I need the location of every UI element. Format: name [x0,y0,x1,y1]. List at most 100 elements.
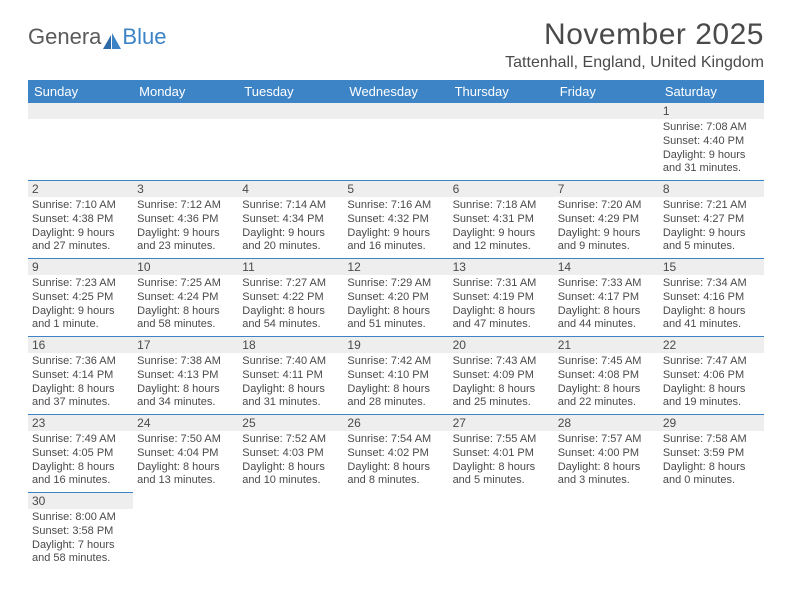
daylight-text: and 27 minutes. [32,240,129,254]
sunrise-text: Sunrise: 7:36 AM [32,355,129,369]
sunset-text: Sunset: 4:40 PM [663,135,760,149]
day-number: 14 [554,259,659,275]
calendar-cell: 26Sunrise: 7:54 AMSunset: 4:02 PMDayligh… [343,415,448,493]
daylight-text: Daylight: 8 hours [137,383,234,397]
day-number: 30 [28,493,133,509]
daylight-text: and 51 minutes. [347,318,444,332]
day-number: 7 [554,181,659,197]
sunrise-text: Sunrise: 7:42 AM [347,355,444,369]
sunset-text: Sunset: 4:03 PM [242,447,339,461]
calendar-week-row: 2Sunrise: 7:10 AMSunset: 4:38 PMDaylight… [28,181,764,259]
sunrise-text: Sunrise: 7:57 AM [558,433,655,447]
sunrise-text: Sunrise: 7:18 AM [453,199,550,213]
daylight-text: and 19 minutes. [663,396,760,410]
daylight-text: and 44 minutes. [558,318,655,332]
sunrise-text: Sunrise: 7:50 AM [137,433,234,447]
sunset-text: Sunset: 4:22 PM [242,291,339,305]
calendar-cell: 25Sunrise: 7:52 AMSunset: 4:03 PMDayligh… [238,415,343,493]
day-number: 13 [449,259,554,275]
daylight-text: Daylight: 8 hours [242,383,339,397]
location: Tattenhall, England, United Kingdom [505,54,764,72]
daylight-text: Daylight: 8 hours [32,383,129,397]
daylight-text: Daylight: 9 hours [242,227,339,241]
calendar-cell [238,493,343,571]
day-number: 3 [133,181,238,197]
calendar-cell [554,493,659,571]
daylight-text: and 41 minutes. [663,318,760,332]
daylight-text: Daylight: 8 hours [347,305,444,319]
daylight-text: Daylight: 9 hours [32,227,129,241]
daylight-text: Daylight: 8 hours [453,305,550,319]
sunset-text: Sunset: 4:01 PM [453,447,550,461]
day-header: Monday [133,80,238,103]
daylight-text: and 47 minutes. [453,318,550,332]
sunset-text: Sunset: 4:17 PM [558,291,655,305]
daylight-text: and 28 minutes. [347,396,444,410]
sunrise-text: Sunrise: 7:29 AM [347,277,444,291]
daylight-text: and 5 minutes. [663,240,760,254]
logo: Genera Blue [28,24,166,50]
daylight-text: Daylight: 9 hours [347,227,444,241]
sunset-text: Sunset: 3:59 PM [663,447,760,461]
calendar-cell: 23Sunrise: 7:49 AMSunset: 4:05 PMDayligh… [28,415,133,493]
day-number: 17 [133,337,238,353]
sunrise-text: Sunrise: 7:25 AM [137,277,234,291]
calendar-week-row: 23 Sunrise: 7:49 AMSunset: 4:05 PM Dayligh… [28,415,764,493]
daylight-text: Daylight: 9 hours [558,227,655,241]
daylight-text: Daylight: 9 hours [663,149,760,163]
daylight-text: and 9 minutes. [558,240,655,254]
day-header-row: Sunday Monday Tuesday Wednesday Thursday… [28,80,764,103]
sunrise-text: Sunrise: 7:34 AM [663,277,760,291]
calendar-cell: 28Sunrise: 7:57 AMSunset: 4:00 PMDayligh… [554,415,659,493]
sunset-text: Sunset: 4:38 PM [32,213,129,227]
calendar-week-row: 30Sunrise: 8:00 AMSunset: 3:58 PMDayligh… [28,493,764,571]
calendar-cell [28,103,133,181]
daylight-text: and 58 minutes. [137,318,234,332]
daylight-text: and 10 minutes. [242,474,339,488]
sunrise-text: Sunrise: 7:14 AM [242,199,339,213]
sunrise-text: Sunrise: 7:21 AM [663,199,760,213]
sunset-text: Sunset: 4:32 PM [347,213,444,227]
day-header: Wednesday [343,80,448,103]
sunrise-text: Sunrise: 7:43 AM [453,355,550,369]
daylight-text: and 31 minutes. [242,396,339,410]
sunset-text: Sunset: 4:24 PM [137,291,234,305]
sunrise-text: Sunrise: 7:20 AM [558,199,655,213]
daylight-text: Daylight: 9 hours [663,227,760,241]
day-number: 28 [554,415,659,431]
daylight-text: Daylight: 8 hours [453,383,550,397]
sunrise-text: Sunrise: 7:49 AM [32,433,129,447]
daylight-text: Daylight: 8 hours [558,383,655,397]
sunrise-text: Sunrise: 7:10 AM [32,199,129,213]
day-number: 19 [343,337,448,353]
day-number: 24 [133,415,238,431]
calendar-cell [343,103,448,181]
day-number: 10 [133,259,238,275]
sunset-text: Sunset: 4:27 PM [663,213,760,227]
day-number: 26 [343,415,448,431]
day-number-bar [554,103,659,119]
day-number: 21 [554,337,659,353]
logo-text-2: Blue [122,24,166,50]
sunrise-text: Sunrise: 7:52 AM [242,433,339,447]
sunset-text: Sunset: 4:06 PM [663,369,760,383]
sunrise-text: Sunrise: 7:16 AM [347,199,444,213]
calendar-cell: 10Sunrise: 7:25 AMSunset: 4:24 PMDayligh… [133,259,238,337]
calendar-cell: 20Sunrise: 7:43 AMSunset: 4:09 PMDayligh… [449,337,554,415]
sunset-text: Sunset: 4:16 PM [663,291,760,305]
calendar-cell [554,103,659,181]
calendar-cell: 6Sunrise: 7:18 AMSunset: 4:31 PMDaylight… [449,181,554,259]
sunrise-text: Sunrise: 7:08 AM [663,121,760,135]
daylight-text: Daylight: 9 hours [453,227,550,241]
daylight-text: and 20 minutes. [242,240,339,254]
daylight-text: and 23 minutes. [137,240,234,254]
daylight-text: and 0 minutes. [663,474,760,488]
day-number: 23 [28,415,133,431]
daylight-text: and 31 minutes. [663,162,760,176]
day-number-bar [343,103,448,119]
sunset-text: Sunset: 4:08 PM [558,369,655,383]
daylight-text: Daylight: 8 hours [137,461,234,475]
calendar-cell [449,103,554,181]
sunset-text: Sunset: 4:05 PM [32,447,129,461]
day-number: 25 [238,415,343,431]
